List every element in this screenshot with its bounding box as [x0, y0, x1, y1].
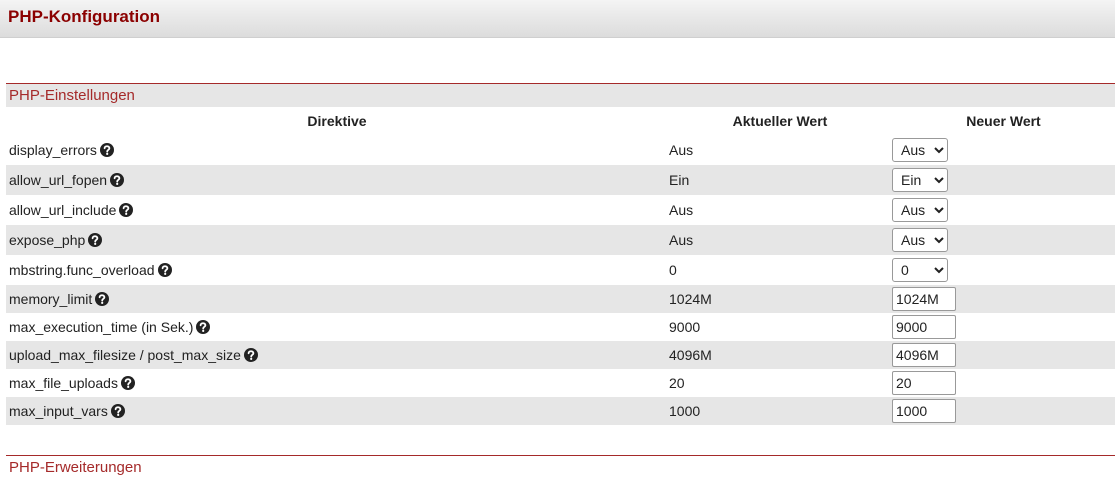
section-title: PHP-Erweiterungen [6, 456, 1115, 479]
directive-name: allow_url_fopen [9, 172, 108, 188]
setting-row: memory_limit 1024M [6, 285, 1115, 313]
column-header: Aktueller Wert [732, 113, 828, 129]
current-value: Aus [669, 142, 694, 158]
directive-name: mbstring.func_overload [9, 262, 155, 278]
current-value: Ein [668, 165, 892, 195]
new-value-cell [892, 285, 1115, 313]
help-icon[interactable] [157, 263, 172, 277]
new-value-select[interactable]: Aus [892, 228, 948, 252]
current-value: 4096M [668, 341, 892, 369]
new-value-select[interactable]: Ein [892, 168, 948, 192]
current-value: Aus [668, 225, 892, 255]
setting-row: allow_url_include Aus Aus [6, 195, 1115, 225]
directive-name: memory_limit [9, 291, 93, 307]
new-value-select[interactable]: Aus [892, 198, 948, 222]
directive-cell: mbstring.func_overload [6, 255, 668, 285]
directive-name: display_errors [9, 142, 97, 158]
directive-name: expose_php [9, 232, 86, 248]
new-value-cell [892, 369, 1115, 397]
help-icon[interactable] [95, 292, 110, 306]
settings-table: Direktive Aktueller Wert Neuer Wert disp… [6, 107, 1115, 425]
new-value-input[interactable] [892, 371, 956, 395]
help-icon[interactable] [110, 404, 125, 418]
new-value-input[interactable] [892, 315, 956, 339]
current-value: 20 [669, 375, 685, 391]
directive-name: max_input_vars [9, 403, 108, 419]
directive-cell: max_input_vars [6, 397, 668, 425]
table-body: display_errors Aus Aus allow_url_fopen Ein Ei… [6, 135, 1115, 425]
directive-cell: memory_limit [6, 285, 668, 313]
setting-row: display_errors Aus Aus [6, 135, 1115, 165]
directive-cell: allow_url_fopen [6, 165, 668, 195]
new-value-cell [892, 397, 1115, 425]
new-value-cell [892, 313, 1115, 341]
extensions-section: PHP-Erweiterungen [6, 455, 1115, 479]
help-icon[interactable] [196, 320, 211, 334]
setting-row: max_execution_time (in Sek.) 9000 [6, 313, 1115, 341]
directive-cell: allow_url_include [6, 195, 668, 225]
current-value: 0 [669, 262, 677, 278]
current-value: 9000 [669, 319, 701, 335]
new-value-select[interactable]: Aus [892, 138, 948, 162]
new-value-cell: Aus [892, 195, 1115, 225]
directive-cell: display_errors [6, 135, 668, 165]
top-bar: PHP-Konfiguration [0, 0, 1115, 38]
new-value-input[interactable] [892, 287, 956, 311]
setting-row: expose_php Aus Aus [6, 225, 1115, 255]
new-value-input[interactable] [892, 399, 956, 423]
help-icon[interactable] [99, 143, 114, 157]
settings-section: PHP-Einstellungen Direktive Aktueller We… [6, 83, 1115, 425]
directive-cell: max_file_uploads [6, 369, 668, 397]
directive-name: max_file_uploads [9, 375, 118, 391]
directive-name: upload_max_filesize / post_max_size [9, 347, 241, 363]
help-icon[interactable] [119, 203, 134, 217]
new-value-cell: Aus [892, 135, 1115, 165]
header-row: Direktive Aktueller Wert Neuer Wert [6, 107, 1115, 135]
current-value: 1000 [668, 397, 892, 425]
new-value-cell [892, 341, 1115, 369]
new-value-input[interactable] [892, 343, 956, 367]
setting-row: allow_url_fopen Ein Ein [6, 165, 1115, 195]
column-header: Neuer Wert [966, 113, 1041, 129]
setting-row: upload_max_filesize / post_max_size 4096M [6, 341, 1115, 369]
directive-cell: max_execution_time (in Sek.) [6, 313, 668, 341]
new-value-cell: Ein [892, 165, 1115, 195]
column-header: Direktive [307, 113, 367, 129]
new-value-cell: 0 [892, 255, 1115, 285]
directive-cell: expose_php [6, 225, 668, 255]
setting-row: max_file_uploads 20 [6, 369, 1115, 397]
setting-row: max_input_vars 1000 [6, 397, 1115, 425]
page-title: PHP-Konfiguration [8, 7, 161, 26]
section-title: PHP-Einstellungen [6, 84, 1115, 107]
help-icon[interactable] [120, 376, 135, 390]
help-icon[interactable] [110, 173, 125, 187]
directive-name: allow_url_include [9, 202, 117, 218]
new-value-select[interactable]: 0 [892, 258, 948, 282]
setting-row: mbstring.func_overload 0 0 [6, 255, 1115, 285]
directive-cell: upload_max_filesize / post_max_size [6, 341, 668, 369]
directive-name: max_execution_time (in Sek.) [9, 319, 194, 335]
help-icon[interactable] [243, 348, 258, 362]
current-value: 1024M [668, 285, 892, 313]
current-value: Aus [669, 202, 694, 218]
new-value-cell: Aus [892, 225, 1115, 255]
help-icon[interactable] [88, 233, 103, 247]
